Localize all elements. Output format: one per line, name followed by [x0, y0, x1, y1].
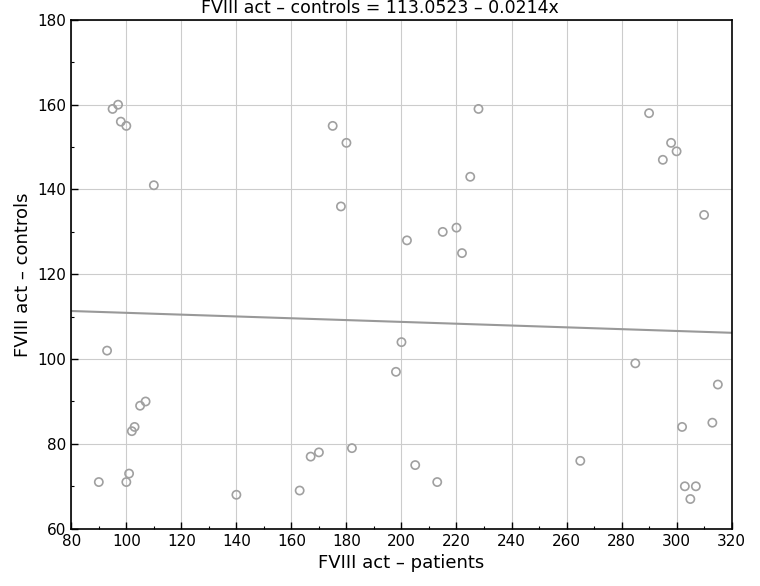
Point [698, 210, 710, 220]
Point [409, 461, 421, 470]
Y-axis label: FVIII act – controls: FVIII act – controls [14, 192, 32, 356]
Point [101, 346, 113, 355]
Point [340, 138, 353, 148]
Point [327, 121, 339, 131]
Text: FVIII act – controls = 113.0523 – 0.0214x: FVIII act – controls = 113.0523 – 0.0214… [201, 0, 559, 17]
Point [128, 423, 141, 432]
Point [473, 104, 485, 114]
Point [115, 117, 127, 127]
Point [629, 359, 641, 368]
Point [313, 448, 325, 457]
Point [706, 418, 718, 427]
Point [147, 180, 160, 190]
Point [305, 452, 317, 461]
Point [293, 486, 306, 495]
Point [431, 478, 443, 487]
Point [665, 138, 677, 148]
Point [395, 338, 407, 347]
Point [401, 236, 413, 245]
Point [230, 490, 242, 499]
Point [670, 146, 682, 156]
Point [690, 482, 702, 491]
Point [657, 155, 669, 165]
Point [106, 104, 119, 114]
Point [120, 121, 132, 131]
Point [679, 482, 691, 491]
Point [125, 427, 138, 436]
X-axis label: FVIII act – patients: FVIII act – patients [318, 554, 485, 572]
Point [451, 223, 463, 232]
Point [456, 248, 468, 258]
Point [437, 227, 449, 237]
Point [140, 397, 152, 406]
Point [120, 478, 132, 487]
Point [123, 469, 135, 478]
Point [643, 108, 655, 118]
Point [684, 495, 696, 504]
Point [335, 202, 347, 211]
Point [464, 172, 477, 182]
Point [346, 444, 358, 453]
Point [112, 100, 124, 110]
Point [676, 423, 688, 432]
Point [134, 401, 146, 410]
Point [93, 478, 105, 487]
Point [575, 456, 587, 465]
Point [390, 367, 402, 376]
Point [712, 380, 724, 389]
